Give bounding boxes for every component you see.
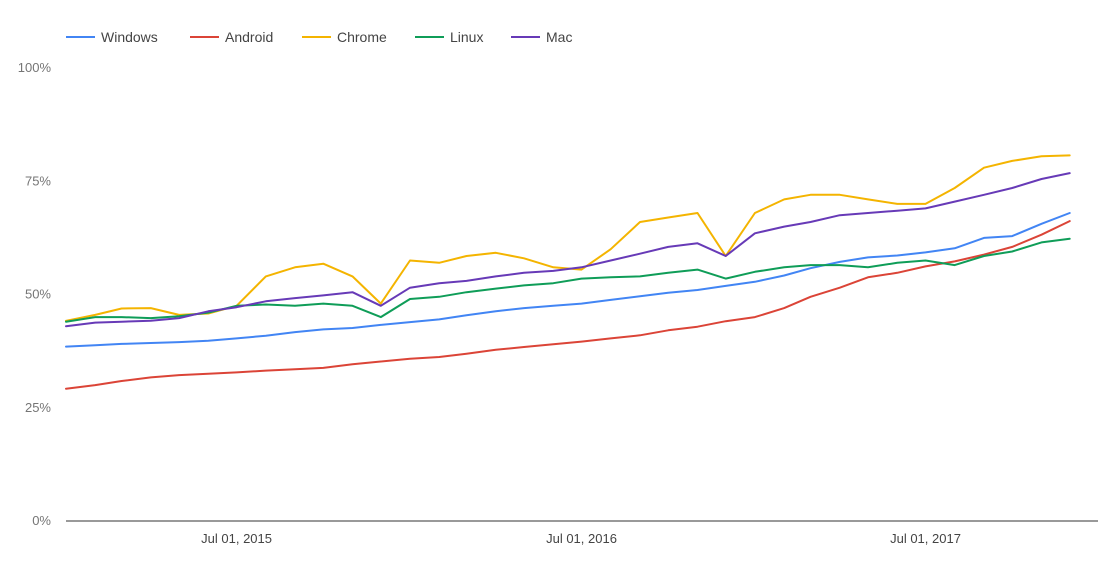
legend-label: Linux — [450, 29, 483, 45]
x-tick-label: Jul 01, 2015 — [201, 531, 272, 546]
y-tick-label: 0% — [32, 513, 51, 528]
x-tick-label: Jul 01, 2017 — [890, 531, 961, 546]
series-lines — [65, 154, 1071, 390]
legend-item-linux[interactable]: Linux — [415, 29, 483, 45]
legend-item-android[interactable]: Android — [190, 29, 273, 45]
series-line-chrome — [65, 154, 1071, 322]
x-axis: Jul 01, 2015 Jul 01, 2016 Jul 01, 2017 — [201, 531, 961, 546]
series-line-windows — [65, 212, 1071, 348]
y-tick-label: 75% — [25, 173, 51, 188]
legend[interactable]: Windows Android Chrome Linux Mac — [66, 29, 572, 45]
legend-item-windows[interactable]: Windows — [66, 29, 158, 45]
y-tick-label: 50% — [25, 287, 51, 302]
legend-label: Mac — [546, 29, 572, 45]
legend-label: Android — [225, 29, 273, 45]
series-line-android — [65, 220, 1071, 390]
legend-item-mac[interactable]: Mac — [511, 29, 572, 45]
legend-item-chrome[interactable]: Chrome — [302, 29, 387, 45]
y-tick-label: 25% — [25, 400, 51, 415]
y-axis: 0% 25% 50% 75% 100% — [18, 60, 52, 528]
legend-label: Chrome — [337, 29, 387, 45]
series-line-mac — [65, 172, 1071, 328]
x-tick-label: Jul 01, 2016 — [546, 531, 617, 546]
y-tick-label: 100% — [18, 60, 52, 75]
legend-label: Windows — [101, 29, 158, 45]
